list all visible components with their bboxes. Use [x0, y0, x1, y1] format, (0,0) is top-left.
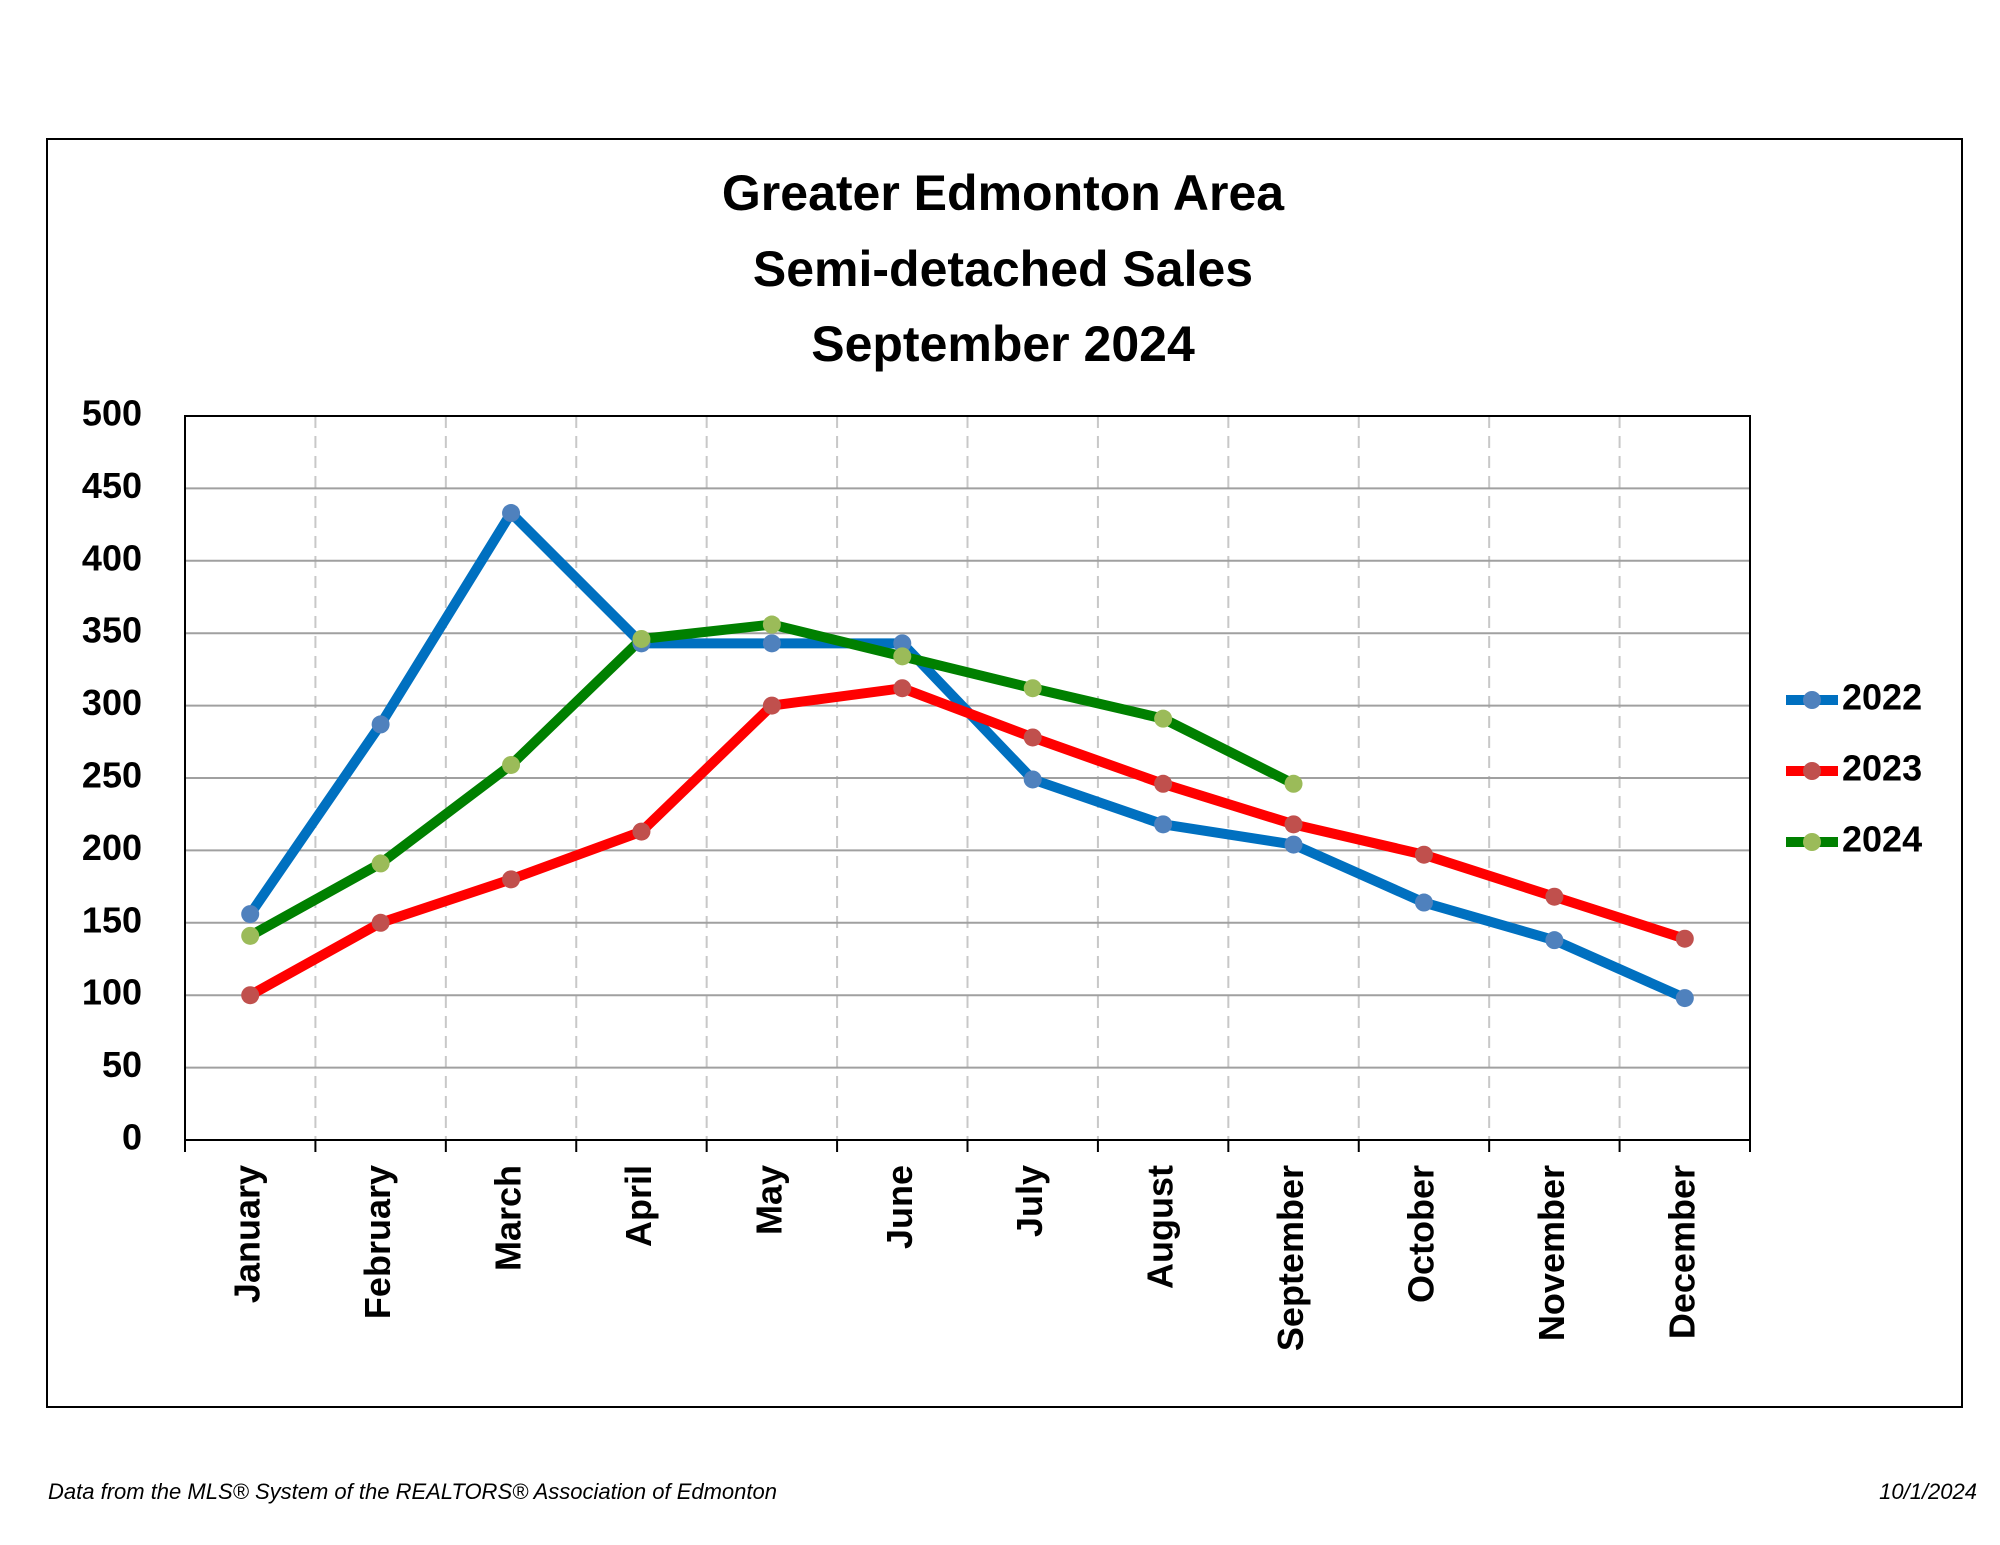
data-point [1154, 774, 1173, 793]
x-tick-label: October [1400, 1165, 1441, 1303]
x-tick-label: January [227, 1165, 268, 1303]
data-point [502, 755, 521, 774]
series-line [247, 683, 1687, 1000]
data-point [1023, 770, 1042, 789]
data-point [241, 986, 260, 1005]
chart-frame [46, 138, 1963, 1408]
source-note: Data from the MLS® System of the REALTOR… [48, 1479, 777, 1504]
legend-label: 2022 [1842, 677, 1922, 718]
chart-title: Semi-detached Sales [753, 241, 1253, 297]
x-tick-label: November [1531, 1165, 1572, 1341]
data-point [1023, 679, 1042, 698]
data-point [762, 634, 781, 653]
y-tick-label: 250 [82, 755, 142, 796]
data-point [893, 679, 912, 698]
legend-label: 2024 [1842, 819, 1922, 860]
date-note: 10/1/2024 [1879, 1479, 1977, 1504]
data-point [502, 870, 521, 889]
data-point [502, 504, 521, 523]
y-tick-label: 150 [82, 899, 142, 940]
data-point [632, 822, 651, 841]
x-tick-label: March [488, 1165, 529, 1271]
x-tick-label: February [357, 1165, 398, 1319]
y-tick-label: 300 [82, 682, 142, 723]
y-tick-label: 50 [102, 1044, 142, 1085]
x-tick-label: April [618, 1165, 659, 1247]
x-tick-label: May [748, 1165, 789, 1235]
legend-marker [1803, 762, 1821, 780]
data-point [893, 647, 912, 666]
data-point [632, 629, 651, 648]
y-tick-label: 500 [82, 393, 142, 434]
legend-marker [1803, 833, 1821, 851]
data-point [1675, 989, 1694, 1008]
chart-title: September 2024 [811, 316, 1195, 372]
data-point [893, 634, 912, 653]
data-point [1154, 815, 1173, 834]
data-point [1154, 709, 1173, 728]
data-point [1284, 815, 1303, 834]
legend-label: 2023 [1842, 748, 1922, 789]
data-point [1414, 893, 1433, 912]
legend-marker [1803, 691, 1821, 709]
x-tick-label: December [1661, 1165, 1702, 1339]
data-point [371, 854, 390, 873]
data-point [371, 913, 390, 932]
data-point [1414, 845, 1433, 864]
x-tick-label: August [1140, 1165, 1181, 1289]
data-point [1284, 774, 1303, 793]
y-tick-label: 450 [82, 465, 142, 506]
data-point [1545, 887, 1564, 906]
data-point [1545, 931, 1564, 950]
data-point [371, 715, 390, 734]
chart-title: Greater Edmonton Area [722, 165, 1285, 221]
y-tick-label: 350 [82, 610, 142, 651]
data-point [1284, 835, 1303, 854]
data-point [241, 905, 260, 924]
y-tick-label: 400 [82, 537, 142, 578]
y-tick-label: 200 [82, 827, 142, 868]
data-point [762, 615, 781, 634]
x-tick-label: June [879, 1165, 920, 1249]
data-point [1023, 728, 1042, 747]
data-point [762, 696, 781, 715]
data-point [241, 926, 260, 945]
data-point [1675, 929, 1694, 948]
series-line [247, 619, 1296, 941]
x-tick-label: July [1009, 1165, 1050, 1237]
x-tick-label: September [1270, 1165, 1311, 1351]
y-tick-label: 100 [82, 972, 142, 1013]
y-tick-label: 0 [122, 1117, 142, 1158]
